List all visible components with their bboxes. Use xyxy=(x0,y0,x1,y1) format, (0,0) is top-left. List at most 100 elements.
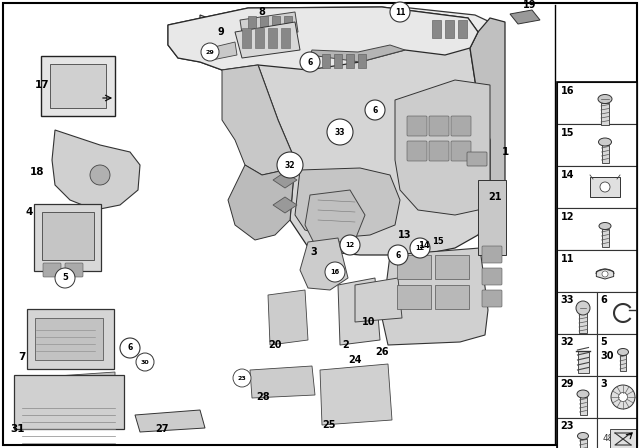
Polygon shape xyxy=(240,12,298,40)
Circle shape xyxy=(300,52,320,72)
FancyBboxPatch shape xyxy=(458,20,467,38)
Circle shape xyxy=(576,301,590,315)
FancyBboxPatch shape xyxy=(242,28,251,48)
FancyBboxPatch shape xyxy=(482,246,502,263)
Circle shape xyxy=(327,119,353,145)
Circle shape xyxy=(120,338,140,358)
Polygon shape xyxy=(222,65,295,175)
FancyBboxPatch shape xyxy=(482,268,502,285)
Polygon shape xyxy=(135,410,205,432)
FancyBboxPatch shape xyxy=(467,152,487,166)
FancyBboxPatch shape xyxy=(322,54,330,68)
Text: 16: 16 xyxy=(561,86,575,96)
Bar xyxy=(602,145,609,163)
Text: 24: 24 xyxy=(348,355,362,365)
Polygon shape xyxy=(382,248,488,345)
Circle shape xyxy=(90,165,110,185)
Circle shape xyxy=(136,353,154,371)
Ellipse shape xyxy=(599,223,611,229)
Text: 27: 27 xyxy=(155,424,168,434)
Polygon shape xyxy=(310,45,405,62)
FancyBboxPatch shape xyxy=(557,166,637,208)
Polygon shape xyxy=(300,238,348,290)
Polygon shape xyxy=(168,7,478,70)
FancyBboxPatch shape xyxy=(407,116,427,136)
FancyBboxPatch shape xyxy=(597,334,637,376)
FancyBboxPatch shape xyxy=(432,20,441,38)
Polygon shape xyxy=(200,8,490,58)
Text: 12: 12 xyxy=(561,212,575,222)
Polygon shape xyxy=(338,278,380,345)
Polygon shape xyxy=(596,269,614,279)
FancyBboxPatch shape xyxy=(610,429,636,448)
Text: 28: 28 xyxy=(256,392,269,402)
FancyBboxPatch shape xyxy=(358,54,366,68)
Bar xyxy=(579,439,586,448)
FancyBboxPatch shape xyxy=(557,292,597,334)
Text: 25: 25 xyxy=(322,420,335,430)
Bar xyxy=(601,103,609,125)
FancyBboxPatch shape xyxy=(65,263,83,277)
Ellipse shape xyxy=(598,95,612,103)
FancyBboxPatch shape xyxy=(14,375,124,429)
FancyBboxPatch shape xyxy=(260,16,268,30)
Polygon shape xyxy=(250,366,315,398)
Bar xyxy=(579,397,586,415)
Text: 8: 8 xyxy=(259,7,266,17)
Polygon shape xyxy=(510,10,540,24)
FancyBboxPatch shape xyxy=(248,16,256,30)
Text: 1: 1 xyxy=(502,147,509,157)
FancyBboxPatch shape xyxy=(35,318,103,360)
Text: 4: 4 xyxy=(25,207,33,217)
Text: 26: 26 xyxy=(375,347,388,357)
Text: 31: 31 xyxy=(10,424,24,434)
FancyBboxPatch shape xyxy=(482,290,502,307)
FancyBboxPatch shape xyxy=(42,212,94,260)
Circle shape xyxy=(277,152,303,178)
Text: 21: 21 xyxy=(488,192,502,202)
Polygon shape xyxy=(320,364,392,425)
Circle shape xyxy=(340,235,360,255)
Text: 7: 7 xyxy=(18,352,26,362)
Text: 14: 14 xyxy=(561,170,575,180)
Circle shape xyxy=(55,268,75,288)
FancyBboxPatch shape xyxy=(255,28,264,48)
FancyBboxPatch shape xyxy=(407,141,427,161)
Text: 29: 29 xyxy=(560,379,573,389)
Text: 23: 23 xyxy=(237,375,246,380)
Circle shape xyxy=(618,392,627,401)
Text: 30: 30 xyxy=(600,351,614,361)
Polygon shape xyxy=(355,278,402,322)
Ellipse shape xyxy=(598,138,611,146)
Circle shape xyxy=(600,182,610,192)
Text: 19: 19 xyxy=(524,0,537,10)
FancyBboxPatch shape xyxy=(557,208,637,250)
FancyBboxPatch shape xyxy=(445,20,454,38)
FancyBboxPatch shape xyxy=(435,255,469,279)
FancyBboxPatch shape xyxy=(429,141,449,161)
Circle shape xyxy=(233,369,251,387)
Text: 32: 32 xyxy=(285,160,295,169)
Polygon shape xyxy=(295,168,400,238)
Text: 23: 23 xyxy=(560,421,573,431)
Circle shape xyxy=(602,271,608,277)
Text: 12: 12 xyxy=(346,242,355,248)
Polygon shape xyxy=(52,130,140,210)
Text: 6: 6 xyxy=(396,250,401,259)
Text: 2: 2 xyxy=(342,340,349,350)
Bar xyxy=(577,351,589,373)
FancyBboxPatch shape xyxy=(557,250,637,292)
FancyBboxPatch shape xyxy=(557,418,597,448)
Polygon shape xyxy=(273,172,297,188)
Text: 9: 9 xyxy=(218,27,225,37)
Ellipse shape xyxy=(577,390,589,398)
FancyBboxPatch shape xyxy=(597,292,637,334)
FancyBboxPatch shape xyxy=(41,56,115,116)
FancyBboxPatch shape xyxy=(451,116,471,136)
Circle shape xyxy=(410,238,430,258)
Circle shape xyxy=(388,245,408,265)
Text: 3: 3 xyxy=(310,247,317,257)
FancyBboxPatch shape xyxy=(429,116,449,136)
Polygon shape xyxy=(395,80,490,215)
Ellipse shape xyxy=(577,432,589,439)
